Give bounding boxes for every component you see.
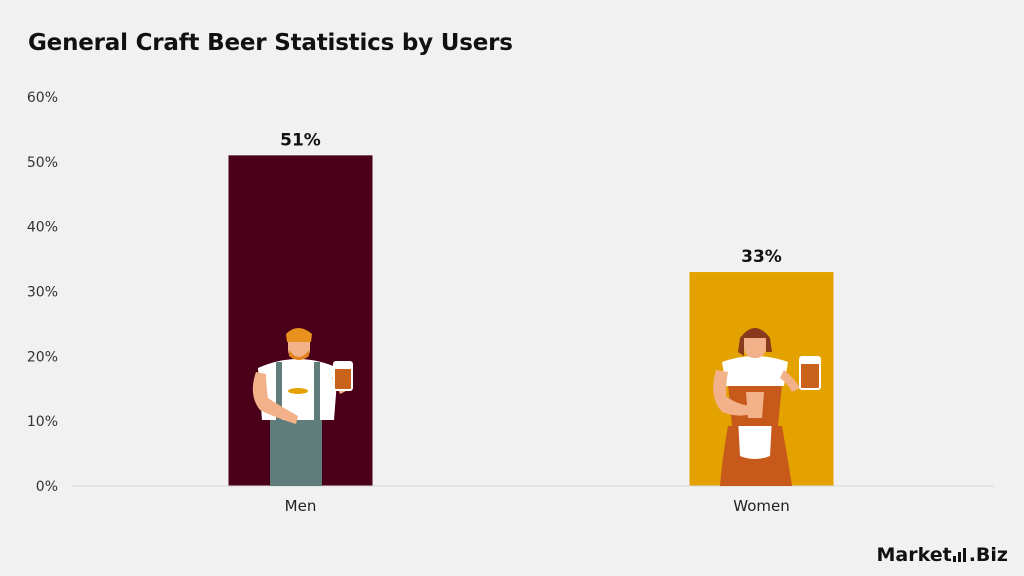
woman-with-beer-illustration (713, 328, 821, 486)
data-labels: 51% 33% (280, 130, 782, 267)
data-label: 51% (280, 130, 321, 150)
data-label: 33% (741, 247, 782, 267)
x-tick-label: Women (733, 497, 789, 515)
chart-title: General Craft Beer Statistics by Users (28, 30, 513, 56)
y-tick-label: 10% (27, 414, 58, 430)
marketbiz-logo: Market .Biz (877, 544, 1008, 566)
y-tick-label: 30% (27, 285, 58, 301)
y-tick-label: 20% (27, 349, 58, 365)
logo-text: Market (876, 544, 952, 566)
y-tick-label: 60% (27, 90, 58, 106)
man-with-beer-illustration (252, 328, 353, 486)
y-axis: 0% 10% 20% 30% 40% 50% 60% (27, 90, 58, 495)
x-axis-labels: Men Women (285, 497, 790, 515)
y-tick-label: 40% (27, 220, 58, 236)
logo-bars-icon (952, 548, 968, 562)
x-tick-label: Men (285, 497, 317, 515)
logo-suffix: .Biz (968, 544, 1008, 566)
y-tick-label: 50% (27, 155, 58, 171)
y-tick-label: 0% (36, 479, 58, 495)
